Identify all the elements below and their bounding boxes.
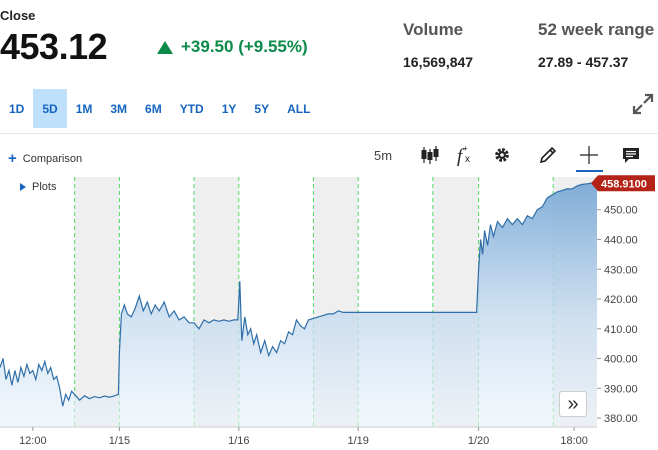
plots-toggle[interactable]: Plots (20, 181, 56, 193)
range-6m[interactable]: 6M (145, 101, 162, 116)
y-tick-label: 400.00 (604, 354, 638, 366)
x-tick-label: 18:00 (560, 435, 588, 447)
price-area-fill (0, 183, 597, 427)
crosshair-icon[interactable] (577, 143, 601, 167)
comparison-label: Comparison (22, 152, 83, 165)
range-5d[interactable]: 5D (33, 89, 67, 128)
volume-value: 16,569,847 (403, 54, 474, 70)
x-tick-label: 1/20 (468, 435, 489, 447)
volume-stat: Volume 16,569,847 (403, 20, 473, 70)
range-3m[interactable]: 3M (110, 101, 128, 116)
range-ytd[interactable]: YTD (179, 101, 204, 116)
range-5y[interactable]: 5Y (254, 101, 270, 116)
gear-icon[interactable] (490, 143, 514, 167)
y-tick-label: 440.00 (604, 235, 638, 247)
interval-selector[interactable]: 5m (374, 148, 393, 163)
double-chevron-right-icon: » (567, 392, 579, 415)
y-tick-label: 380.00 (604, 413, 638, 425)
y-tick-label: 390.00 (604, 383, 638, 395)
candlestick-icon[interactable] (418, 143, 442, 167)
y-tick-label: 420.00 (604, 294, 638, 306)
comparison-button[interactable]: + Comparison (8, 150, 82, 167)
comment-icon[interactable] (619, 143, 643, 167)
range-all[interactable]: ALL (287, 101, 311, 116)
price-change: +39.50 (+9.55%) (157, 37, 308, 57)
svg-text:+: + (463, 144, 468, 153)
price-tag-background (591, 175, 655, 192)
range-1d[interactable]: 1D (9, 101, 25, 116)
y-tick-label: 450.00 (604, 205, 638, 217)
volume-label: Volume (403, 20, 464, 39)
plus-icon: + (8, 150, 17, 167)
price-tag-label: 458.9100 (601, 178, 647, 190)
last-price: 453.12 (0, 26, 108, 67)
price-change-value: +39.50 (+9.55%) (181, 37, 308, 56)
pencil-icon[interactable] (536, 143, 560, 167)
range-stat: 52 week range 27.89 - 457.37 (538, 20, 654, 70)
x-tick-label: 1/19 (347, 435, 368, 447)
y-tick-label: 430.00 (604, 264, 638, 276)
x-tick-label: 12:00 (19, 435, 47, 447)
x-tick-label: 1/15 (109, 435, 130, 447)
time-range-selector: 1D 5D 1M 3M 6M YTD 1Y 5Y ALL (0, 89, 319, 128)
x-tick-label: 1/16 (228, 435, 249, 447)
after-hours-band (74, 177, 120, 427)
crosshair-active-indicator (576, 170, 603, 172)
y-tick-label: 410.00 (604, 324, 638, 336)
range-value: 27.89 - 457.37 (538, 54, 629, 70)
range-label: 52 week range (538, 20, 655, 39)
expand-icon[interactable] (632, 93, 654, 115)
price-line (0, 182, 598, 407)
svg-text:f: f (457, 146, 465, 166)
plots-label: Plots (32, 181, 57, 193)
range-1m[interactable]: 1M (75, 101, 93, 116)
price-chart[interactable]: 450.00 440.00 430.00 420.00 410.00 400.00 390.… (0, 172, 658, 450)
up-arrow-icon (157, 40, 173, 54)
range-1y[interactable]: 1Y (221, 101, 237, 116)
svg-text:x: x (465, 154, 470, 165)
scroll-to-latest-button[interactable]: » (559, 391, 587, 417)
close-label: Close (0, 8, 36, 23)
function-icon[interactable]: f x + (454, 143, 478, 167)
current-price-tag: 458.9100 (591, 175, 655, 192)
expand-triangle-icon (20, 183, 26, 191)
toolbar-divider (0, 133, 658, 134)
